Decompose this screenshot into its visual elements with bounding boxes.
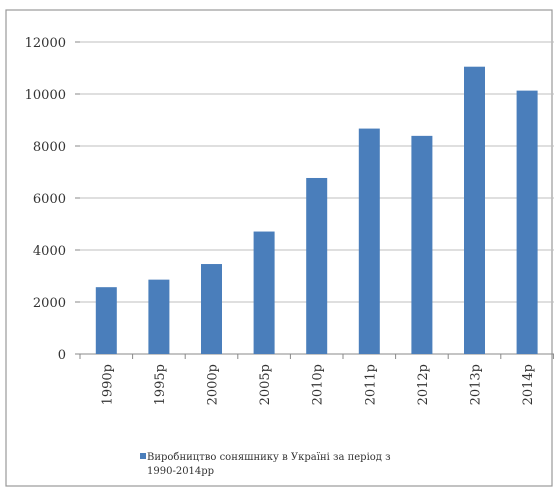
- bar-1995р: [148, 279, 170, 354]
- y-tick-label-6000: 6000: [33, 192, 66, 207]
- x-tick-label-2010р: 2010р: [311, 364, 326, 405]
- legend-swatch: [140, 453, 146, 459]
- bar-2005р: [253, 231, 275, 354]
- bar-2011р: [358, 128, 380, 354]
- bar-2000р: [201, 264, 222, 354]
- x-tick-label-2011р: 2011р: [363, 364, 378, 405]
- legend-label-line2: 1990-2014рр: [147, 466, 214, 477]
- y-tick-label-12000: 12000: [25, 36, 66, 51]
- bar-2012р: [411, 135, 433, 354]
- x-tick-label-2012р: 2012р: [416, 364, 431, 405]
- bars: [95, 66, 538, 355]
- legend: Виробництво соняшнику в Україні за періо…: [140, 452, 391, 477]
- x-tick-label-2000р: 2000р: [206, 364, 221, 405]
- legend-label-line1: Виробництво соняшнику в Україні за періо…: [147, 452, 391, 463]
- x-tick-label-1995р: 1995р: [153, 364, 168, 405]
- bar-1990р: [95, 287, 117, 354]
- bar-2013р: [464, 66, 485, 354]
- bar-2014р: [516, 90, 538, 355]
- y-tick-label-0: 0: [58, 348, 66, 363]
- chart-frame: [5, 9, 553, 487]
- bar-2010р: [306, 177, 328, 354]
- x-axis-ticks: 1990р 1995р 2000р 2005р 2010р 2011р 2012р 2013р…: [79, 354, 554, 405]
- x-tick-label-1990р: 1990р: [100, 364, 115, 405]
- y-tick-label-10000: 10000: [25, 88, 66, 103]
- y-axis-ticks: 0 2000 4000 6000 8000 10000 12000: [25, 36, 80, 363]
- y-tick-label-2000: 2000: [33, 296, 66, 311]
- x-tick-label-2013р: 2013р: [469, 364, 484, 405]
- y-tick-label-8000: 8000: [33, 140, 66, 155]
- x-tick-label-2014р: 2014р: [521, 364, 536, 405]
- y-tick-label-4000: 4000: [33, 244, 66, 259]
- x-tick-label-2005р: 2005р: [258, 364, 273, 405]
